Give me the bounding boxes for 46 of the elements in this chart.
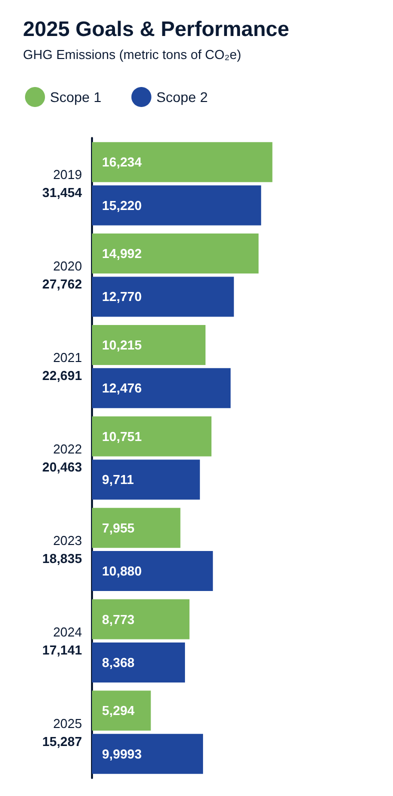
data-label: 9,711 — [102, 472, 134, 488]
data-label: 10,880 — [102, 564, 142, 579]
y-tick-label: 2020 — [53, 258, 82, 274]
total-label: 20,463 — [42, 460, 82, 474]
data-label: 9,9993 — [102, 746, 142, 762]
data-label: 5,294 — [102, 703, 136, 718]
y-tick-label: 2024 — [53, 624, 82, 640]
data-label: 16,234 — [102, 154, 143, 170]
total-label: 17,141 — [42, 642, 82, 658]
data-label: 12,770 — [102, 289, 142, 304]
bar — [92, 324, 206, 365]
total-label: 22,691 — [42, 368, 82, 384]
bar — [92, 416, 212, 456]
bar — [92, 690, 151, 731]
total-label: 18,835 — [42, 550, 82, 566]
data-label: 14,992 — [102, 246, 142, 262]
total-label: 27,762 — [42, 276, 82, 292]
data-label: 10,751 — [102, 428, 142, 444]
bar — [92, 368, 231, 408]
chart-title: 2025 Goals & Performance — [23, 18, 290, 41]
y-tick-label: 2022 — [53, 442, 82, 456]
total-label: 15,287 — [42, 734, 82, 749]
bar — [92, 234, 259, 274]
bar — [92, 142, 272, 182]
bar — [92, 460, 200, 500]
legend-label: Scope 1 — [50, 89, 102, 105]
total-label: 31,454 — [42, 185, 83, 200]
bar — [92, 276, 234, 317]
bar — [92, 599, 190, 640]
data-label: 12,476 — [102, 380, 142, 396]
bar — [92, 551, 213, 592]
data-label: 8,773 — [102, 612, 135, 627]
data-label: 8,368 — [102, 654, 135, 670]
bar — [92, 642, 185, 682]
y-tick-label: 2019 — [53, 167, 82, 182]
data-label: 15,220 — [102, 198, 142, 213]
legend-label: Scope 2 — [156, 89, 208, 105]
bar — [92, 734, 204, 774]
y-tick-label: 2021 — [53, 350, 82, 366]
y-tick-label: 2023 — [53, 532, 82, 548]
chart-subtitle: GHG Emissions (metric tons of CO₂e) — [23, 47, 242, 62]
bar — [92, 508, 180, 548]
data-label: 7,955 — [102, 520, 135, 536]
y-tick-label: 2025 — [53, 716, 82, 731]
bar — [92, 185, 262, 226]
data-label: 10,215 — [102, 337, 142, 352]
